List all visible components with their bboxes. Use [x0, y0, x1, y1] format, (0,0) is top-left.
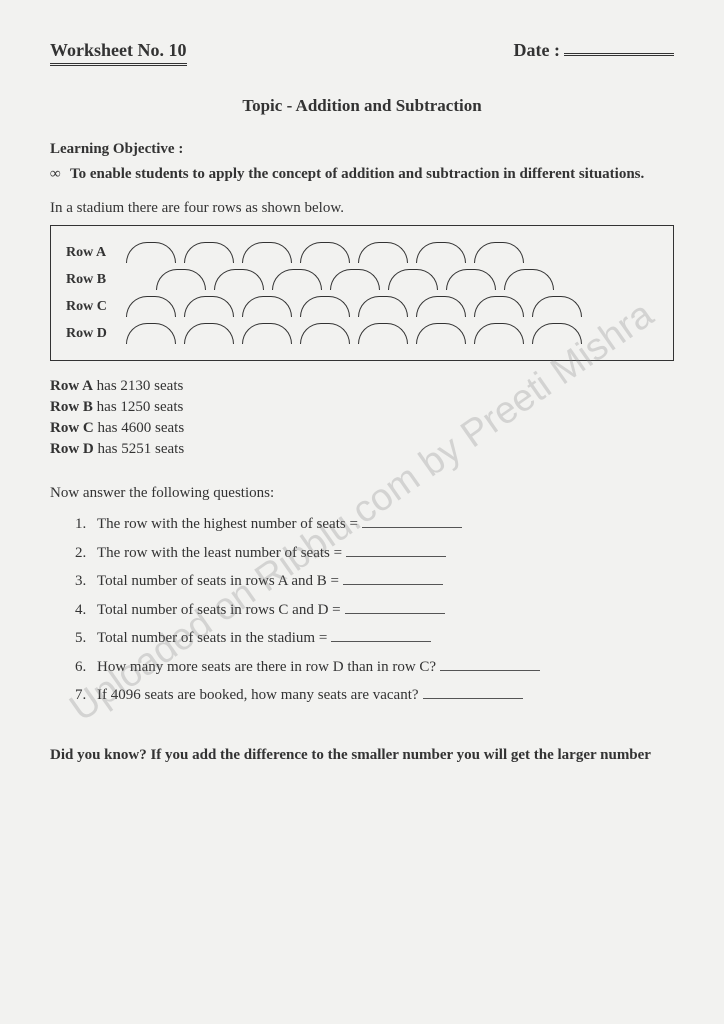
seat-icon [358, 323, 408, 344]
question-5: 5.Total number of seats in the stadium = [75, 624, 674, 653]
answer-blank-7[interactable] [423, 698, 523, 699]
seat-icon [416, 242, 466, 263]
seat-icon [532, 296, 582, 317]
seat-icon [242, 242, 292, 263]
objective-label: Learning Objective : [50, 141, 674, 158]
questions-list: 1.The row with the highest number of sea… [75, 510, 674, 710]
seat-icon [242, 296, 292, 317]
seat-icon [184, 242, 234, 263]
row-d-label: Row D [66, 326, 126, 342]
seat-info-b: Row B has 1250 seats [50, 397, 674, 418]
row-b-label: Row B [66, 272, 126, 288]
row-a: Row A [66, 242, 658, 263]
seat-icon [184, 323, 234, 344]
did-you-know: Did you know? If you add the difference … [50, 745, 674, 766]
answer-blank-3[interactable] [343, 584, 443, 585]
questions-intro: Now answer the following questions: [50, 485, 674, 502]
seat-icon [358, 296, 408, 317]
question-2: 2.The row with the least number of seats… [75, 539, 674, 568]
objective-text: To enable students to apply the concept … [70, 164, 674, 185]
seat-icon [300, 242, 350, 263]
seat-icon [504, 269, 554, 290]
seat-icon [532, 323, 582, 344]
date-blank[interactable] [564, 53, 674, 56]
seat-icon [446, 269, 496, 290]
row-c-seats [126, 296, 582, 317]
topic-title: Topic - Addition and Subtraction [50, 96, 674, 116]
answer-blank-4[interactable] [345, 613, 445, 614]
seat-icon [474, 242, 524, 263]
answer-blank-6[interactable] [440, 670, 540, 671]
date-field: Date : [514, 40, 674, 61]
seat-icon [242, 323, 292, 344]
seat-icon [300, 296, 350, 317]
date-label: Date : [514, 40, 560, 60]
question-3: 3.Total number of seats in rows A and B … [75, 567, 674, 596]
seat-icon [388, 269, 438, 290]
question-6: 6.How many more seats are there in row D… [75, 653, 674, 682]
answer-blank-5[interactable] [331, 641, 431, 642]
seat-icon [474, 323, 524, 344]
row-b: Row B [66, 269, 658, 290]
question-1: 1.The row with the highest number of sea… [75, 510, 674, 539]
seat-info-d: Row D has 5251 seats [50, 439, 674, 460]
worksheet-number: Worksheet No. 10 [50, 40, 187, 66]
row-a-seats [126, 242, 524, 263]
seat-icon [358, 242, 408, 263]
row-d: Row D [66, 323, 658, 344]
seat-icon [126, 296, 176, 317]
row-b-seats [156, 269, 554, 290]
seat-icon [126, 242, 176, 263]
seat-icon [416, 296, 466, 317]
seat-info-c: Row C has 4600 seats [50, 418, 674, 439]
seat-icon [300, 323, 350, 344]
seat-info: Row A has 2130 seats Row B has 1250 seat… [50, 376, 674, 460]
stadium-diagram: Row A Row B Row C Row D [50, 225, 674, 361]
answer-blank-2[interactable] [346, 556, 446, 557]
seat-icon [474, 296, 524, 317]
row-c-label: Row C [66, 299, 126, 315]
answer-blank-1[interactable] [362, 527, 462, 528]
seat-info-a: Row A has 2130 seats [50, 376, 674, 397]
seat-icon [416, 323, 466, 344]
question-7: 7.If 4096 seats are booked, how many sea… [75, 681, 674, 710]
intro-text: In a stadium there are four rows as show… [50, 200, 674, 217]
seat-icon [184, 296, 234, 317]
header: Worksheet No. 10 Date : [50, 40, 674, 66]
seat-icon [156, 269, 206, 290]
seat-icon [330, 269, 380, 290]
seat-icon [272, 269, 322, 290]
row-d-seats [126, 323, 582, 344]
question-4: 4.Total number of seats in rows C and D … [75, 596, 674, 625]
row-c: Row C [66, 296, 658, 317]
seat-icon [126, 323, 176, 344]
seat-icon [214, 269, 264, 290]
row-a-label: Row A [66, 245, 126, 261]
